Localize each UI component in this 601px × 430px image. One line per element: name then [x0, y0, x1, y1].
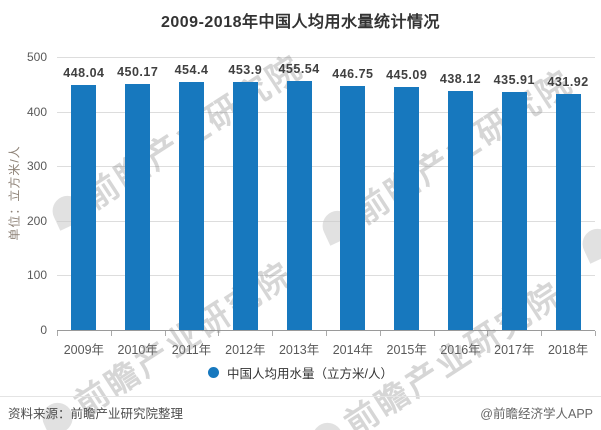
y-axis-tick-label: 500	[26, 50, 47, 64]
x-axis-line	[57, 330, 595, 331]
brand-text: @前瞻经济学人APP	[480, 406, 593, 421]
x-axis-tick	[433, 331, 435, 336]
x-axis-tick	[379, 331, 381, 336]
value-label: 453.9	[228, 63, 263, 78]
x-axis-tick-label: 2013年	[278, 343, 320, 357]
x-axis-tick	[326, 331, 327, 336]
value-label: 438.12	[439, 71, 482, 86]
value-label: 446.75	[332, 67, 374, 82]
bar-2013年	[286, 81, 312, 330]
value-label: 450.17	[117, 65, 159, 80]
bar-2015年	[394, 86, 420, 330]
x-axis-tick	[541, 331, 543, 336]
x-axis-tick-label: 2009年	[63, 343, 105, 357]
x-axis-tick	[218, 331, 220, 336]
x-axis-tick	[487, 331, 489, 336]
footer: 资料来源：前瞻产业研究院整理 @前瞻经济学人APP	[0, 400, 601, 424]
bar-2016年	[448, 90, 473, 330]
gridline	[57, 166, 595, 168]
gridline	[57, 111, 595, 113]
y-axis-tick-label: 100	[26, 268, 47, 283]
bar-2017年	[501, 91, 527, 330]
x-axis-tick-label: 2016年	[440, 343, 481, 357]
y-axis-tick-label: 300	[26, 159, 47, 174]
x-axis-tick-label: 2018年	[547, 343, 589, 357]
legend: 中国人均用水量（立方米/人）	[0, 363, 601, 382]
value-label: 455.54	[278, 62, 320, 77]
x-axis-tick	[110, 331, 112, 336]
y-axis-tick-label: 400	[26, 104, 47, 119]
bar-2011年	[179, 81, 204, 330]
value-label: 445.09	[386, 67, 428, 82]
source-text: 资料来源：前瞻产业研究院整理	[8, 406, 184, 421]
x-axis-tick-label: 2017年	[494, 343, 535, 357]
legend-label: 中国人均用水量（立方米/人）	[227, 367, 393, 381]
x-axis-tick	[57, 331, 58, 336]
legend-marker-icon	[208, 367, 219, 378]
bar-2012年	[232, 82, 258, 330]
gridline	[57, 57, 595, 58]
bar-2014年	[340, 86, 366, 330]
value-label: 454.4	[174, 62, 209, 77]
bar-2009年	[71, 85, 97, 330]
bar-2018年	[555, 94, 581, 330]
x-axis-tick-label: 2010年	[117, 343, 158, 357]
y-axis-tick-label: 200	[26, 213, 47, 228]
footer-divider	[0, 396, 601, 397]
chart-title: 2009-2018年中国人均用水量统计情况	[160, 14, 441, 31]
y-axis-tick-label: 0	[40, 323, 47, 337]
x-axis-tick-label: 2015年	[386, 343, 427, 357]
bar-2010年	[125, 84, 151, 330]
gridline	[57, 275, 595, 277]
x-axis-tick-label: 2014年	[332, 343, 374, 357]
value-label: 448.04	[63, 66, 105, 81]
x-axis-tick-label: 2012年	[225, 343, 266, 357]
x-axis-tick-label: 2011年	[171, 343, 212, 357]
x-axis-tick	[272, 331, 274, 336]
value-label: 431.92	[547, 75, 589, 90]
x-axis-tick	[164, 331, 166, 336]
value-label: 435.91	[493, 72, 535, 87]
x-axis-tick	[595, 331, 596, 336]
y-axis-unit-label: 单位：立方米/人	[7, 145, 22, 241]
